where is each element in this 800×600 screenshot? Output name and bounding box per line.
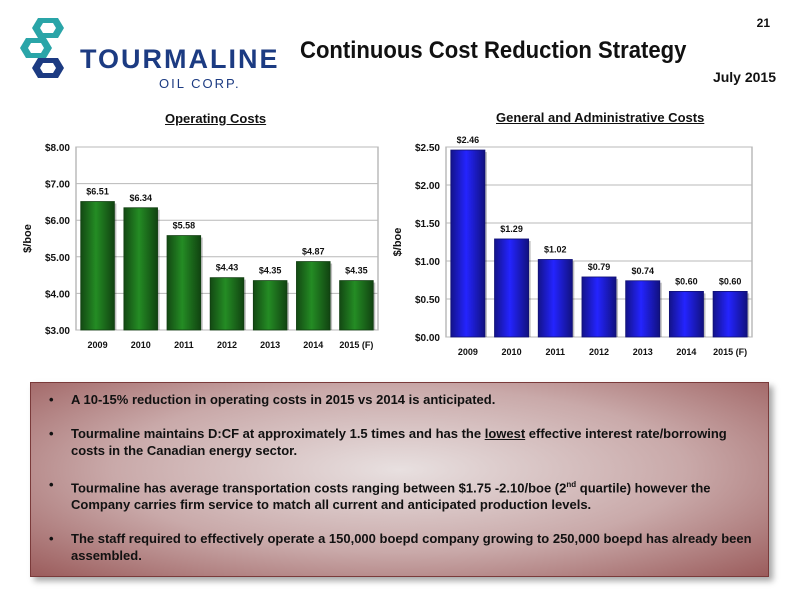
key-points-list: • A 10-15% reduction in operating costs i… [31, 383, 768, 564]
ga-xtick-label: 2012 [589, 347, 609, 357]
ga-xtick-label: 2010 [502, 347, 522, 357]
logo-subtitle: OIL CORP. [159, 76, 241, 91]
opex-bar [252, 280, 288, 331]
bullet-text: effective interest rate/borrowing costs … [71, 426, 727, 458]
ga-bar [537, 259, 573, 338]
bullet-text: The staff required to effectively operat… [71, 531, 752, 564]
opex-xtick-label: 2010 [131, 340, 151, 350]
ga-value-label: $1.02 [544, 244, 567, 254]
ga-y-axis-label: $/boe [392, 228, 404, 257]
ga-bar [494, 238, 530, 338]
logo-name: TOURMALINE [80, 44, 280, 74]
ga-xtick-label: 2013 [633, 347, 653, 357]
bullet-debt-cost: • Tourmaline maintains D:CF at approximat… [49, 425, 754, 459]
opex-bar [339, 280, 374, 331]
bullet-text: Tourmaline maintains D:CF at approximate… [71, 426, 485, 441]
bullet-superscript: nd [566, 480, 577, 489]
charts-canvas: $3.00 $4.00 $5.00 $6.00 $7.00 $8.00 $/boe $6.51… [22, 135, 753, 357]
ga-xtick-label: 2009 [458, 347, 478, 357]
ga-ytick-label: $0.00 [415, 333, 440, 344]
opex-value-label: $6.34 [129, 193, 152, 203]
ga-value-label: $0.60 [675, 276, 698, 286]
opex-xtick-label: 2013 [260, 340, 280, 350]
ga-ytick-label: $1.00 [415, 257, 440, 268]
ga-bar [625, 280, 661, 338]
opex-ytick-label: $4.00 [45, 289, 70, 300]
ga-value-label: $0.60 [719, 276, 742, 286]
opex-bar [123, 207, 158, 331]
ga-value-label: $0.74 [631, 266, 654, 276]
opex-value-label: $4.35 [345, 266, 368, 276]
ga-xtick-label: 2015 (F) [713, 347, 747, 357]
opex-value-label: $4.35 [259, 266, 282, 276]
opex-ytick-label: $5.00 [45, 253, 70, 264]
bullet-dot-icon: • [49, 426, 54, 441]
ga-xtick-label: 2014 [676, 347, 696, 357]
bullet-text: quartile) however the Company carries fi… [71, 480, 711, 513]
ga-bar [668, 290, 704, 338]
ga-bar [581, 276, 617, 338]
opex-xtick-label: 2012 [217, 340, 237, 350]
opex-bar [209, 277, 245, 331]
opex-ytick-label: $6.00 [45, 216, 70, 227]
opex-value-label: $4.87 [302, 247, 325, 257]
bullet-emphasis: lowest [484, 426, 526, 441]
ga-ytick-label: $1.50 [415, 219, 440, 230]
opex-xtick-label: 2011 [174, 340, 194, 350]
opex-bar [80, 201, 115, 331]
page-title: Continuous Cost Reduction Strategy [300, 37, 687, 64]
ga-chart-title: General and Administrative Costs [496, 110, 705, 125]
opex-xtick-label: 2014 [303, 340, 323, 350]
opex-ytick-label: $7.00 [45, 180, 70, 191]
opex-xtick-label: 2009 [88, 340, 108, 350]
logo-hexagon-icon [20, 18, 64, 78]
bullet-text: A 10-15% reduction in operating costs in… [71, 392, 496, 407]
page-number: 21 [756, 16, 770, 30]
company-logo: TOURMALINE OIL CORP. [16, 14, 278, 91]
bullet-text: Tourmaline has average transportation co… [71, 480, 567, 496]
opex-bar [166, 235, 202, 331]
opex-bar [296, 261, 331, 331]
bullet-dot-icon: • [49, 531, 54, 547]
opex-ytick-label: $8.00 [45, 143, 70, 154]
opex-y-axis-label: $/boe [22, 224, 34, 253]
ga-ytick-label: $0.50 [415, 295, 440, 306]
opex-value-label: $4.43 [216, 263, 239, 273]
ga-bar [450, 149, 486, 338]
key-points-box: • A 10-15% reduction in operating costs i… [30, 382, 769, 577]
report-date: July 2015 [712, 69, 776, 85]
opex-chart-title: Operating Costs [165, 111, 267, 126]
ga-value-label: $0.79 [588, 262, 611, 272]
bullet-dot-icon: • [49, 477, 54, 492]
opex-value-label: $5.58 [173, 221, 196, 231]
bullet-transport-cost: • Tourmaline has average transportation c… [49, 476, 754, 513]
opex-ytick-label: $3.00 [45, 326, 70, 337]
ga-value-label: $2.46 [457, 135, 480, 145]
ga-xtick-label: 2011 [546, 347, 566, 357]
ga-bar [712, 290, 748, 338]
ga-ytick-label: $2.50 [415, 143, 440, 154]
ga-value-label: $1.29 [500, 224, 523, 234]
bullet-staffing: • The staff required to effectively opera… [49, 530, 754, 564]
ga-ytick-label: $2.00 [415, 181, 440, 192]
opex-value-label: $6.51 [86, 187, 109, 197]
opex-xtick-label: 2015 (F) [339, 340, 373, 350]
bullet-opex-reduction: • A 10-15% reduction in operating costs i… [49, 391, 754, 408]
bullet-dot-icon: • [49, 392, 54, 407]
